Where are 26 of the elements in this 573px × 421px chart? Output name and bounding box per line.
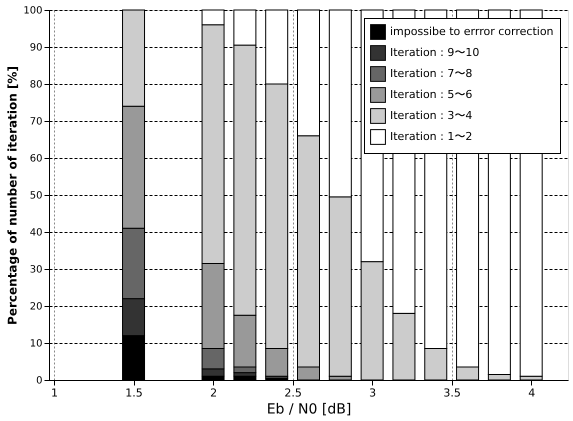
x-tick-label: 4	[528, 386, 536, 400]
legend-label: Iteration : 7〜8	[390, 67, 472, 80]
x-tick-label: 2.5	[284, 386, 302, 400]
y-tick-label: 100	[23, 6, 42, 16]
y-tick-label: 30	[30, 264, 42, 276]
x-tick-label: 3	[369, 386, 376, 400]
y-tick-label: 10	[30, 338, 42, 350]
y-tick-label: 90	[30, 42, 42, 54]
y-tick-label: 40	[30, 228, 42, 238]
x-axis-title: Eb / N0 [dB]	[266, 402, 352, 418]
y-tick-label: 20	[30, 302, 42, 312]
y-axis-title: Percentage of number of iteration [%]	[5, 66, 20, 325]
y-tick-label: 60	[30, 154, 42, 164]
x-tick-label: 3.5	[443, 386, 461, 400]
y-tick-label: 0	[36, 376, 42, 386]
x-tick-label: 2	[210, 386, 218, 400]
legend-label: Iteration : 5〜6	[390, 88, 472, 101]
legend-label: impossibe to errror correction	[390, 25, 554, 38]
y-tick-label: 70	[30, 116, 42, 128]
y-tick-label: 80	[30, 80, 42, 90]
x-tick-label: 1.5	[125, 386, 143, 400]
legend-label: Iteration : 3〜4	[390, 109, 472, 122]
x-tick-label: 1	[51, 386, 58, 400]
legend-label: Iteration : 9〜10	[390, 46, 480, 59]
legend-label: Iteration : 1〜2	[390, 130, 472, 143]
y-tick-label: 50	[30, 190, 42, 202]
